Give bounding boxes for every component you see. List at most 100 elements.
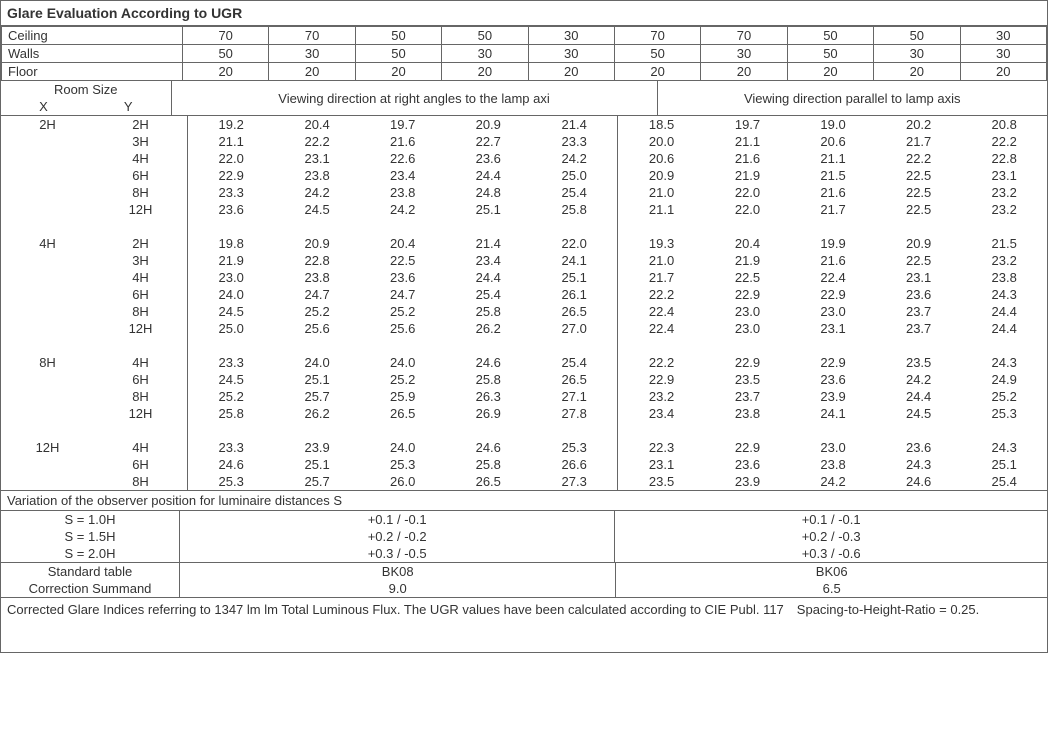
ugr-cell: 26.5 [531,303,618,320]
ugr-cell: 25.3 [531,439,618,456]
ugr-cell: 25.1 [274,456,360,473]
ugr-cell: 25.2 [274,303,360,320]
table-row: 4H22.023.122.623.624.220.621.621.122.222… [1,150,1047,167]
ugr-cell: 21.1 [790,150,876,167]
table-row: 8H25.325.726.026.527.323.523.924.224.625… [1,473,1047,490]
x-cell: 2H [1,116,94,133]
ugr-cell: 24.6 [445,354,531,371]
gap-row [1,422,1047,439]
ugr-cell: 21.4 [531,116,618,133]
table-row: 3H21.122.221.622.723.320.021.120.621.722… [1,133,1047,150]
y-cell: 6H [94,286,188,303]
ugr-cell: 25.4 [961,473,1047,490]
ugr-cell: 24.4 [876,388,962,405]
variation-row: S = 1.0H+0.1 / -0.1+0.1 / -0.1 [1,511,1047,529]
ugr-table-container: Glare Evaluation According to UGR Ceilin… [0,0,1048,653]
ugr-cell: 24.0 [360,354,446,371]
y-cell: 12H [94,201,188,218]
variation-row: S = 2.0H+0.3 / -0.5+0.3 / -0.6 [1,545,1047,562]
y-cell: 2H [94,116,188,133]
ugr-cell: 22.9 [790,354,876,371]
corr-right: 6.5 [616,580,1047,597]
ugr-cell: 23.8 [274,167,360,184]
ugr-cell: 24.4 [961,320,1047,337]
ugr-cell: 25.9 [360,388,446,405]
ugr-cell: 19.0 [790,116,876,133]
ugr-cell: 25.0 [531,167,618,184]
ugr-data-body: 2H2H19.220.419.720.921.418.519.719.020.2… [1,116,1047,490]
ugr-cell: 24.7 [274,286,360,303]
ugr-cell: 24.6 [876,473,962,490]
ugr-cell: 22.5 [876,167,962,184]
ugr-cell: 22.4 [618,303,705,320]
ugr-cell: 19.2 [188,116,275,133]
ugr-cell: 25.1 [531,269,618,286]
ugr-cell: 26.9 [445,405,531,422]
ugr-cell: 24.1 [531,252,618,269]
table-row: 8H23.324.223.824.825.421.022.021.622.523… [1,184,1047,201]
floor-row: Floor 2020202020 2020202020 [2,63,1047,81]
var-left: +0.3 / -0.5 [180,545,615,562]
table-row: 4H23.023.823.624.425.121.722.522.423.123… [1,269,1047,286]
s-label: S = 1.0H [1,511,180,529]
ugr-cell: 24.6 [445,439,531,456]
x-cell [1,133,94,150]
ugr-cell: 25.8 [188,405,275,422]
ugr-cell: 25.1 [961,456,1047,473]
ugr-cell: 21.9 [705,167,791,184]
ugr-cell: 24.6 [188,456,275,473]
ceiling-row: Ceiling 7070505030 7070505030 [2,27,1047,45]
ugr-cell: 24.8 [445,184,531,201]
ugr-cell: 23.0 [705,320,791,337]
ugr-cell: 23.9 [790,388,876,405]
table-row: 12H23.624.524.225.125.821.122.021.722.52… [1,201,1047,218]
ugr-cell: 26.6 [531,456,618,473]
ugr-cell: 23.6 [188,201,275,218]
x-cell [1,201,94,218]
ugr-cell: 23.0 [790,439,876,456]
ugr-cell: 22.3 [618,439,705,456]
ugr-cell: 24.5 [274,201,360,218]
ugr-cell: 22.5 [876,184,962,201]
ugr-cell: 23.3 [531,133,618,150]
ugr-cell: 22.0 [705,184,791,201]
x-cell [1,303,94,320]
ugr-cell: 25.2 [188,388,275,405]
ugr-cell: 23.9 [274,439,360,456]
ugr-cell: 22.4 [618,320,705,337]
ugr-cell: 21.1 [705,133,791,150]
ugr-cell: 21.9 [705,252,791,269]
var-right: +0.3 / -0.6 [615,545,1047,562]
table-row: 8H25.225.725.926.327.123.223.723.924.425… [1,388,1047,405]
ugr-cell: 21.7 [876,133,962,150]
ugr-cell: 23.8 [961,269,1047,286]
gap-row [1,218,1047,235]
ugr-cell: 27.3 [531,473,618,490]
ugr-cell: 27.0 [531,320,618,337]
std-right: BK06 [616,563,1047,581]
s-label: S = 2.0H [1,545,180,562]
var-right: +0.2 / -0.3 [615,528,1047,545]
ugr-cell: 25.8 [445,456,531,473]
ugr-cell: 25.0 [188,320,275,337]
ugr-cell: 20.8 [961,116,1047,133]
x-cell: 12H [1,439,94,456]
ugr-cell: 26.1 [531,286,618,303]
ugr-cell: 22.2 [618,354,705,371]
ugr-cell: 22.8 [961,150,1047,167]
ugr-cell: 19.9 [790,235,876,252]
footer-note: Corrected Glare Indices referring to 134… [1,597,1047,652]
var-left: +0.2 / -0.2 [180,528,615,545]
ugr-cell: 23.8 [360,184,446,201]
ugr-cell: 25.8 [445,303,531,320]
ugr-cell: 23.2 [618,388,705,405]
table-row: 6H24.024.724.725.426.122.222.922.923.624… [1,286,1047,303]
ugr-cell: 25.1 [274,371,360,388]
ugr-cell: 23.4 [360,167,446,184]
reflectance-header: Ceiling 7070505030 7070505030 Walls 5030… [1,26,1047,81]
standard-table: Standard table BK08 BK06 Correction Summ… [1,562,1047,597]
x-cell [1,405,94,422]
ugr-cell: 26.2 [445,320,531,337]
ugr-cell: 23.0 [790,303,876,320]
ugr-cell: 25.4 [445,286,531,303]
